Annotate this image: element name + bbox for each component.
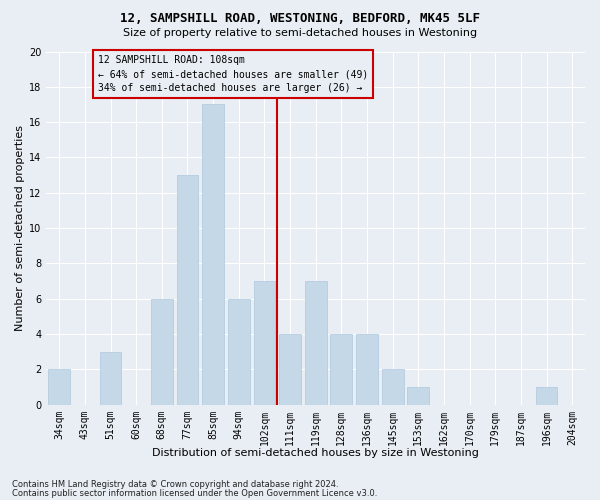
Bar bbox=[279, 334, 301, 404]
Y-axis label: Number of semi-detached properties: Number of semi-detached properties bbox=[15, 125, 25, 331]
Bar bbox=[382, 370, 404, 404]
X-axis label: Distribution of semi-detached houses by size in Westoning: Distribution of semi-detached houses by … bbox=[152, 448, 479, 458]
Text: Size of property relative to semi-detached houses in Westoning: Size of property relative to semi-detach… bbox=[123, 28, 477, 38]
Bar bbox=[331, 334, 352, 404]
Bar bbox=[536, 387, 557, 404]
Bar bbox=[151, 298, 173, 405]
Bar bbox=[228, 298, 250, 405]
Text: Contains public sector information licensed under the Open Government Licence v3: Contains public sector information licen… bbox=[12, 488, 377, 498]
Bar bbox=[305, 281, 326, 404]
Bar bbox=[254, 281, 275, 404]
Bar bbox=[356, 334, 378, 404]
Bar bbox=[100, 352, 121, 405]
Bar bbox=[202, 104, 224, 405]
Text: 12, SAMPSHILL ROAD, WESTONING, BEDFORD, MK45 5LF: 12, SAMPSHILL ROAD, WESTONING, BEDFORD, … bbox=[120, 12, 480, 26]
Text: Contains HM Land Registry data © Crown copyright and database right 2024.: Contains HM Land Registry data © Crown c… bbox=[12, 480, 338, 489]
Bar bbox=[176, 175, 199, 404]
Bar bbox=[49, 370, 70, 404]
Bar bbox=[407, 387, 429, 404]
Text: 12 SAMPSHILL ROAD: 108sqm
← 64% of semi-detached houses are smaller (49)
34% of : 12 SAMPSHILL ROAD: 108sqm ← 64% of semi-… bbox=[98, 55, 368, 93]
